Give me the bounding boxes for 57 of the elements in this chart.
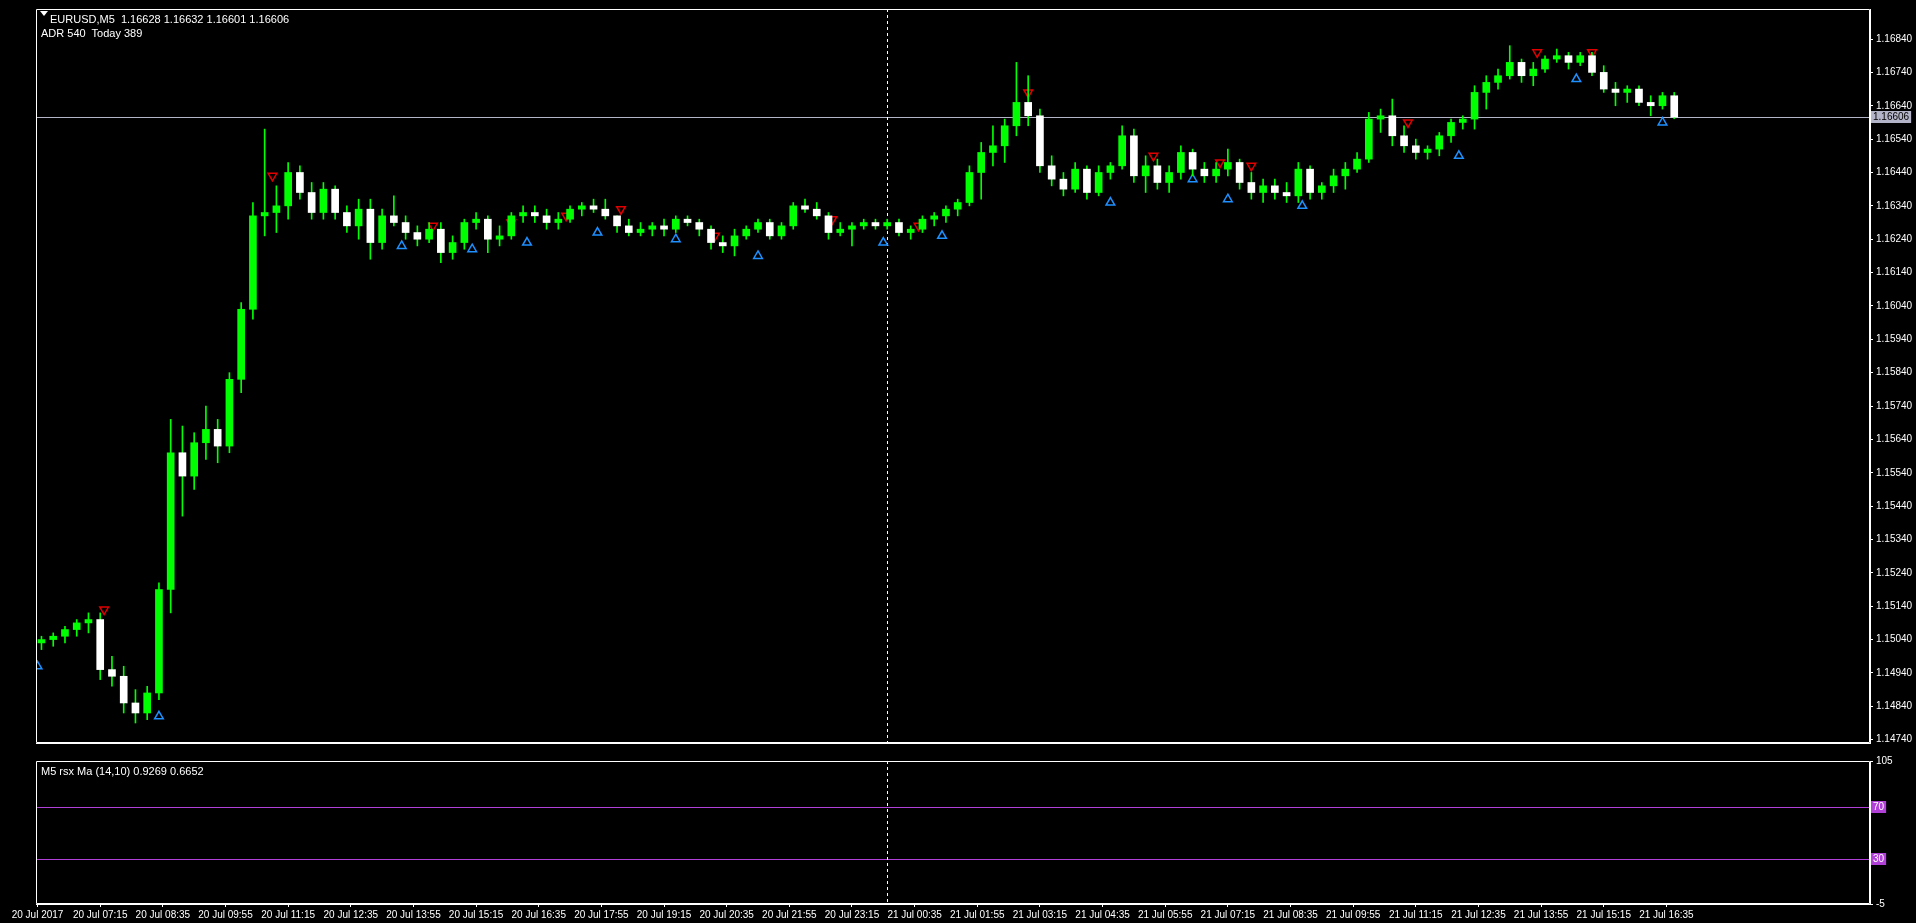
x-tick-label: 20 Jul 12:35 [323,908,379,920]
y-tick-label: 1.16040 [1876,299,1913,311]
y-tick-label: 1.15040 [1876,633,1913,645]
x-tick-label: 21 Jul 11:15 [1388,908,1444,920]
x-tick-label: 20 Jul 11:15 [261,908,316,920]
y-tick-label: 1.16240 [1876,232,1913,244]
x-tick-label: 20 Jul 15:15 [448,908,504,920]
x-tick-label: 21 Jul 09:55 [1325,908,1381,920]
y-tick-label: 1.16540 [1876,132,1913,144]
y-tick-label: 1.15840 [1876,366,1913,378]
y-tick-label: 1.15640 [1876,433,1913,445]
x-tick-label: 20 Jul 07:15 [72,908,128,920]
y-tick-label: -5 [1876,897,1886,909]
y-tick-label: 1.16140 [1876,266,1913,278]
x-tick-label: 21 Jul 07:15 [1200,908,1256,920]
x-tick-label: 20 Jul 16:35 [511,908,567,920]
x-tick-label: 20 Jul 20:35 [699,908,755,920]
x-tick-label: 21 Jul 00:35 [887,908,943,920]
y-tick-label: 1.15440 [1876,499,1913,511]
ref-line-label: 30 [1873,853,1885,865]
y-tick-label: 1.14940 [1876,666,1913,678]
x-tick-label: 21 Jul 16:35 [1639,908,1695,920]
y-tick-label: 1.15240 [1876,566,1913,578]
x-tick-label: 20 Jul 09:55 [198,908,254,920]
y-tick-label: 1.16340 [1876,199,1913,211]
x-tick-label: 20 Jul 13:55 [386,908,442,920]
x-tick-label: 20 Jul 21:55 [762,908,818,920]
x-tick-label: 21 Jul 08:35 [1263,908,1319,920]
x-tick-label: 20 Jul 08:35 [135,908,191,920]
y-tick-label: 1.15140 [1876,599,1913,611]
chart-title: EURUSD,M5 1.16628 1.16632 1.16601 1.16606 [50,12,290,25]
x-tick-label: 20 Jul 23:15 [824,908,880,920]
y-tick-label: 1.14840 [1876,700,1913,712]
ref-line-label: 70 [1873,801,1885,813]
ref-line-label: 1.16606 [1873,111,1910,123]
y-tick-label: 1.16440 [1876,166,1913,178]
x-tick-label: 21 Jul 01:55 [950,908,1005,920]
x-tick-label: 20 Jul 2017 [11,908,64,920]
x-tick-label: 20 Jul 19:15 [636,908,692,920]
x-tick-label: 21 Jul 13:55 [1513,908,1569,920]
y-tick-label: 1.16640 [1876,99,1913,111]
x-tick-label: 21 Jul 15:15 [1576,908,1632,920]
y-tick-label: 1.16740 [1876,66,1913,78]
x-tick-label: 21 Jul 05:55 [1137,908,1193,920]
text: ADR 540 Today 389 [41,26,143,39]
y-tick-label: 1.15940 [1876,333,1913,345]
y-tick-label: 105 [1876,754,1894,766]
x-tick-label: 21 Jul 04:35 [1075,908,1131,920]
chart-title: M5 rsx Ma (14,10) 0.9269 0.6652 [41,764,204,777]
y-tick-label: 1.15540 [1876,466,1913,478]
y-tick-label: 1.15740 [1876,399,1913,411]
y-tick-label: 1.15340 [1876,533,1913,545]
y-tick-label: 1.16840 [1876,32,1913,44]
y-tick-label: 1.14740 [1876,733,1913,745]
x-tick-label: 20 Jul 17:55 [574,908,630,920]
x-tick-label: 21 Jul 12:35 [1451,908,1507,920]
x-tick-label: 21 Jul 03:15 [1012,908,1068,920]
